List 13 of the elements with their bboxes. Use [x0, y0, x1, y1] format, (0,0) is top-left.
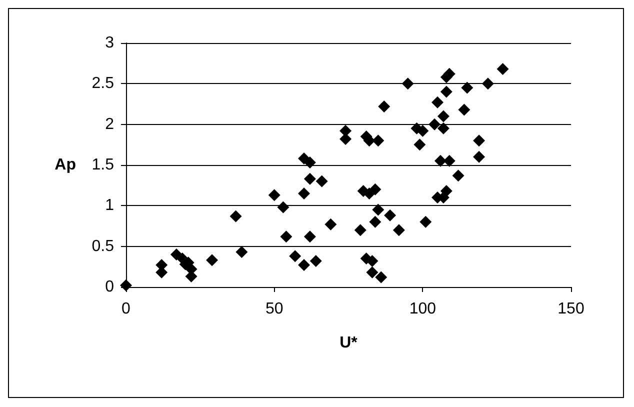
y-tick-label: 2.5 — [92, 75, 114, 92]
x-tick-label: 100 — [409, 300, 436, 318]
y-tick-label: 1 — [105, 197, 114, 214]
y-axis-title: Ap — [54, 156, 76, 174]
x-axis-title: U* — [340, 334, 358, 352]
y-tick-label: 2 — [105, 116, 114, 133]
y-tick-label: 1.5 — [92, 156, 114, 174]
y-tick-label: 0.5 — [92, 238, 114, 255]
x-tick-label: 0 — [122, 300, 131, 318]
y-tick-label: 3 — [105, 34, 114, 52]
x-tick-label: 150 — [558, 300, 584, 318]
x-tick-label: 50 — [265, 300, 284, 318]
y-tick-label: 0 — [105, 278, 114, 296]
